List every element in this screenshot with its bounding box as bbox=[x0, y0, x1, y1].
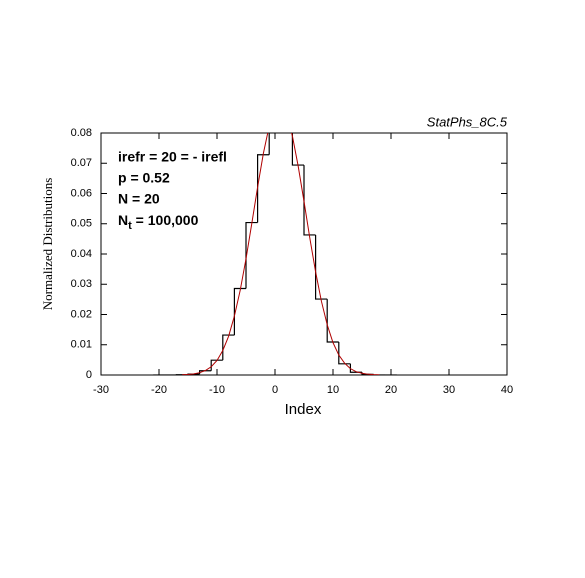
annotation: irefr = 20 = - irefl bbox=[118, 149, 227, 165]
annotation: Nt = 100,000 bbox=[118, 212, 199, 232]
x-tick-label: -10 bbox=[209, 384, 225, 396]
x-tick-label: 30 bbox=[443, 384, 455, 396]
y-tick-label: 0.02 bbox=[71, 308, 92, 320]
x-tick-label: 20 bbox=[385, 384, 397, 396]
annotation: p = 0.52 bbox=[118, 170, 170, 186]
histogram-bin bbox=[338, 342, 351, 365]
annotation-main: N bbox=[118, 212, 128, 228]
x-axis-label: Index bbox=[285, 401, 322, 418]
y-tick-label: 0.08 bbox=[71, 127, 92, 139]
y-axis-label: Normalized Distributions bbox=[40, 178, 55, 311]
annotation-rest: = 100,000 bbox=[132, 212, 199, 228]
y-tick-label: 0.01 bbox=[71, 339, 92, 351]
histogram-bin bbox=[233, 287, 246, 336]
histogram-bin bbox=[245, 221, 258, 289]
histogram-bin bbox=[281, 113, 293, 117]
y-tick-label: 0.06 bbox=[71, 187, 92, 199]
histogram-bin bbox=[257, 154, 270, 223]
fit-curve bbox=[182, 133, 380, 375]
histogram-bin bbox=[268, 133, 270, 155]
x-tick-label: -20 bbox=[151, 384, 167, 396]
annotation: N = 20 bbox=[118, 191, 160, 207]
annotation-subscript: t bbox=[128, 220, 132, 232]
y-tick-label: 0.05 bbox=[71, 218, 92, 230]
x-tick-label: -30 bbox=[93, 384, 109, 396]
histogram-bin bbox=[326, 299, 339, 343]
chart-title: StatPhs_8C.5 bbox=[427, 114, 508, 129]
histogram-bin bbox=[303, 165, 316, 236]
y-tick-label: 0.03 bbox=[71, 278, 92, 290]
histogram-bin bbox=[222, 334, 235, 361]
histogram-bin bbox=[349, 363, 362, 373]
y-tick-label: 0.04 bbox=[71, 248, 92, 260]
x-tick-label: 10 bbox=[327, 384, 339, 396]
y-tick-label: 0 bbox=[86, 369, 92, 381]
y-tick-label: 0.07 bbox=[71, 157, 92, 169]
x-tick-label: 40 bbox=[501, 384, 513, 396]
histogram-bin bbox=[291, 133, 304, 166]
x-tick-label: 0 bbox=[272, 384, 278, 396]
data-layer bbox=[153, 113, 397, 375]
histogram-bin bbox=[315, 234, 328, 300]
